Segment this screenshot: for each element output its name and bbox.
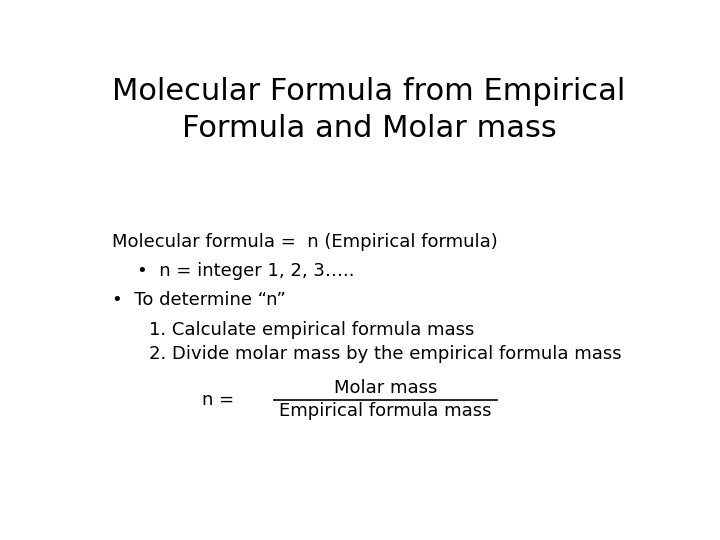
Text: 1. Calculate empirical formula mass: 1. Calculate empirical formula mass — [148, 321, 474, 339]
Text: n =: n = — [202, 390, 240, 409]
Text: 2. Divide molar mass by the empirical formula mass: 2. Divide molar mass by the empirical fo… — [148, 346, 621, 363]
Text: •  To determine “n”: • To determine “n” — [112, 292, 286, 309]
Text: Molecular Formula from Empirical
Formula and Molar mass: Molecular Formula from Empirical Formula… — [112, 77, 626, 143]
Text: •  n = integer 1, 2, 3…..: • n = integer 1, 2, 3….. — [138, 262, 355, 280]
Text: Empirical formula mass: Empirical formula mass — [279, 402, 492, 420]
Text: Molecular formula =  n (Empirical formula): Molecular formula = n (Empirical formula… — [112, 233, 498, 251]
Text: Molar mass: Molar mass — [334, 380, 438, 397]
